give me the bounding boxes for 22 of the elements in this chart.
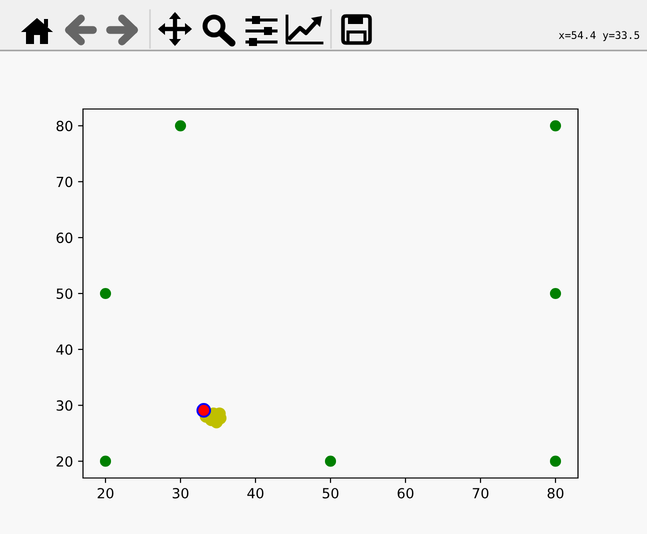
point [550, 288, 562, 300]
x-tick-label: 60 [398, 488, 414, 498]
y-tick-label: 20 [56, 456, 72, 467]
point [324, 456, 336, 467]
text: x=54.4 y=33.5 [558, 31, 640, 42]
x-tick-label: 30 [172, 488, 188, 498]
x-tick-label: 80 [548, 488, 564, 498]
x-tick-label: 70 [472, 488, 488, 498]
x-tick-label: 40 [247, 488, 264, 498]
point [100, 288, 112, 300]
point [100, 456, 112, 467]
point [550, 120, 562, 132]
y-tick-label: 40 [56, 344, 72, 355]
y-tick-label: 50 [56, 288, 72, 299]
y-tick-label: 80 [56, 120, 72, 132]
point [550, 456, 562, 467]
point [174, 120, 186, 132]
y-tick-label: 60 [56, 232, 72, 244]
x-tick-label: 50 [322, 488, 338, 498]
y-tick-label: 70 [56, 176, 72, 188]
x-tick-label: 20 [98, 488, 114, 498]
y-tick-label: 30 [56, 400, 72, 411]
